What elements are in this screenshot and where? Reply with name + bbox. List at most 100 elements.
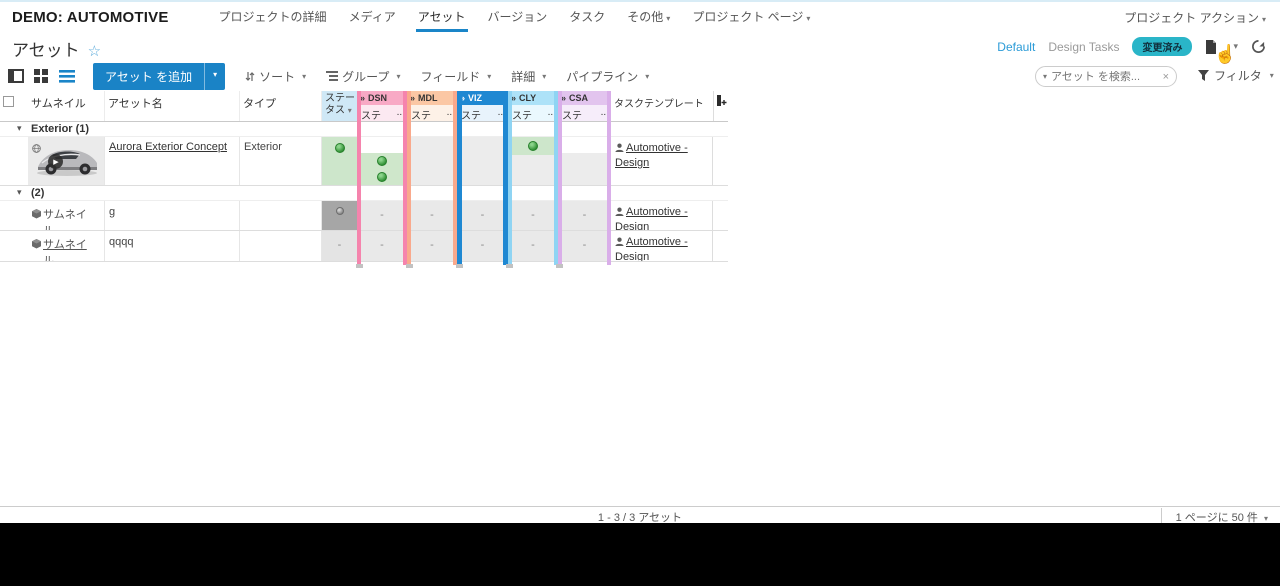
viz-cell[interactable]: - [462,201,503,230]
project-actions-menu[interactable]: プロジェクト アクション ▾ [1124,10,1266,25]
cly-cell[interactable]: - [512,201,554,230]
nav-item-assets[interactable]: アセット [415,2,468,32]
chevron-down-icon[interactable]: ▾ [1043,72,1048,81]
dsn-cell[interactable] [361,137,403,185]
nav-item-project-pages[interactable]: プロジェクト ページ ▾ [692,10,811,24]
thumbnail-cell[interactable]: サムネイル... [28,201,105,230]
task-template-link[interactable]: Automotive - [626,236,688,248]
asset-name-text[interactable]: qqqq [109,236,134,248]
expand-column-icon[interactable]: » [561,93,567,103]
mdl-cell[interactable]: - [411,201,453,230]
column-handle[interactable] [556,264,563,268]
task-template-link[interactable]: Design [615,221,650,230]
mdl-cell[interactable]: - [411,231,453,261]
column-header-mdl[interactable]: » MDL ステ... [407,91,457,122]
thumbnail-cell[interactable]: サムネイル... [28,231,105,261]
column-header-name[interactable]: アセット名 [105,91,240,121]
chevron-down-icon[interactable]: ▾ [1233,41,1238,51]
mdl-cell[interactable] [411,137,453,185]
column-header-dsn[interactable]: » DSN ステ... [357,91,407,122]
column-header-thumbnail[interactable]: サムネイル [28,91,105,121]
pipeline-menu[interactable]: パイプライン ▾ [566,69,650,84]
expand-column-icon[interactable]: » [460,93,466,103]
asset-name-link[interactable]: Aurora Exterior Concept [109,141,227,153]
thumbnail-placeholder-link[interactable]: サムネイル... [43,209,87,230]
task-template-link[interactable]: Design [615,251,650,261]
status-cell[interactable] [322,137,357,185]
thumbnail-cell[interactable]: ▶ [28,137,105,185]
csa-cell[interactable] [562,137,607,185]
group-row-untyped[interactable]: ▾ (2) [0,186,728,201]
column-header-type[interactable]: タイプ [240,91,322,121]
select-all-checkbox[interactable] [3,96,14,107]
csa-cell[interactable]: - [562,231,607,261]
column-header-cly[interactable]: » CLY ステ... [508,91,558,122]
expand-column-icon[interactable]: » [511,93,517,103]
status-dot-green[interactable] [334,143,345,153]
group-menu[interactable]: グループ ▾ [326,68,400,85]
dsn-cell[interactable]: - [361,201,403,230]
dsn-cell[interactable]: - [361,231,403,261]
group-row-exterior[interactable]: ▾ Exterior (1) [0,122,728,137]
column-header-viz[interactable]: » VIZ ステ... [457,91,508,122]
refresh-icon[interactable] [1251,39,1266,54]
column-handle[interactable] [456,264,463,268]
csa-cell[interactable]: - [562,201,607,230]
column-header-task-template[interactable]: タスクテンプレート [614,99,704,110]
row-select-cell[interactable] [0,137,28,185]
viz-cell[interactable] [462,137,503,185]
nav-item-tasks[interactable]: タスク [569,10,606,24]
thumbnail-placeholder-link[interactable]: サムネイル... [43,239,87,261]
status-dot-green[interactable] [377,156,387,166]
list-view-icon[interactable] [59,69,75,83]
filter-menu[interactable]: フィルタ ▾ [1198,67,1274,84]
page-size-selector[interactable]: 1 ページに 50 件 ▾ [1175,512,1268,524]
dsn-sub-status[interactable] [361,169,403,185]
table-row[interactable]: サムネイル... g - - - - - Automotive - Design [0,201,728,231]
collapse-group-icon[interactable]: ▾ [17,187,22,197]
dsn-sub-empty[interactable] [361,137,403,153]
nav-item-media[interactable]: メディア [348,10,396,24]
add-asset-caret[interactable]: ▾ [204,62,226,90]
sort-menu[interactable]: ソート ▾ [245,68,306,85]
column-settings-icon[interactable] [717,94,727,112]
task-template-link[interactable]: Automotive - [626,142,688,154]
view-link-design-tasks[interactable]: Design Tasks [1048,39,1120,54]
nav-item-project-details[interactable]: プロジェクトの詳細 [218,10,327,24]
task-template-link[interactable]: Automotive - [626,206,688,218]
sidebar-view-icon[interactable] [8,69,24,83]
column-handle[interactable] [506,264,513,268]
status-dot-gray[interactable] [335,207,344,215]
table-row[interactable]: ▶ Aurora Exterior Concept Exterior [0,137,728,186]
add-asset-button[interactable]: アセット を追加 [93,62,205,90]
fields-menu[interactable]: フィールド ▾ [420,69,492,84]
row-select-cell[interactable] [0,201,28,230]
nav-item-versions[interactable]: バージョン [487,10,548,24]
cly-sub-status[interactable] [512,137,554,155]
star-icon[interactable]: ☆ [87,43,102,60]
expand-column-icon[interactable]: » [360,93,366,103]
status-dot-green[interactable] [528,141,538,151]
csa-sub-empty[interactable] [562,137,607,153]
view-link-default[interactable]: Default [997,39,1036,54]
search-input[interactable] [1051,70,1159,83]
column-header-csa[interactable]: » CSA ステ... [558,91,611,122]
asset-name-text[interactable]: g [109,206,116,218]
nav-item-more[interactable]: その他 ▾ [627,10,671,24]
status-cell[interactable]: - [322,231,357,261]
status-dot-green[interactable] [377,172,387,182]
details-menu[interactable]: 詳細 ▾ [511,69,547,84]
grid-view-icon[interactable] [34,69,49,83]
viz-cell[interactable]: - [462,231,503,261]
status-cell[interactable] [322,201,357,230]
collapse-group-icon[interactable]: ▾ [17,123,22,133]
task-template-link[interactable]: Design [615,157,650,169]
table-row[interactable]: サムネイル... qqqq - - - - - - Automotive - D… [0,231,728,262]
cly-cell[interactable]: - [512,231,554,261]
dsn-sub-status[interactable] [361,153,403,169]
column-header-status[interactable]: ステー タス ▾ [322,91,357,121]
row-select-cell[interactable] [0,231,28,261]
play-icon[interactable]: ▶ [48,154,63,169]
column-handle[interactable] [356,264,363,268]
clear-search-icon[interactable]: × [1162,70,1169,83]
